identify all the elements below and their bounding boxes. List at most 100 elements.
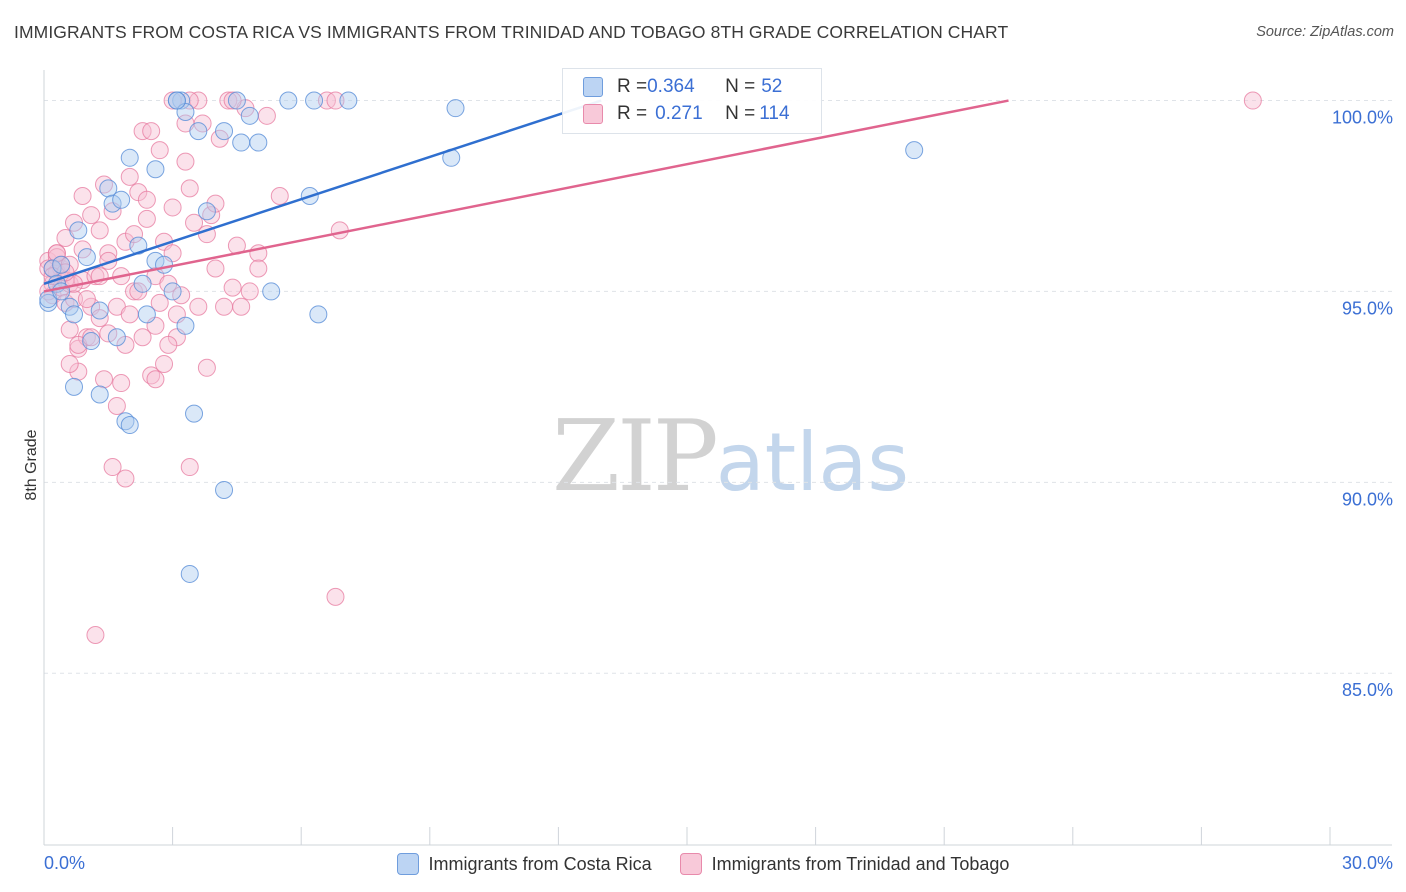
data-point-trinidad [47,244,66,263]
data-point-costa-rica [69,221,88,240]
y-tick-label: 100.0% [1332,108,1393,128]
data-point-costa-rica [309,305,328,324]
data-point-costa-rica [52,255,71,274]
data-point-costa-rica [305,91,324,110]
data-point-trinidad [82,328,101,347]
correlation-legend: R = 0.364 N = 52 R = 0.271 N = 114 [562,68,822,134]
data-point-costa-rica [65,305,84,324]
data-point-costa-rica [155,255,174,274]
data-point-costa-rica [446,99,465,118]
data-point-costa-rica [107,328,126,347]
data-point-trinidad [146,370,165,389]
data-point-costa-rica [215,480,234,499]
data-point-trinidad [163,198,182,217]
data-point-trinidad [232,297,251,316]
data-point-trinidad [197,358,216,377]
data-point-trinidad [223,278,242,297]
data-point-trinidad [90,309,109,328]
data-point-trinidad [159,335,178,354]
legend-row-trinidad: R = 0.271 N = 114 [583,102,790,126]
legend-swatch-blue [583,77,603,97]
data-point-costa-rica [90,385,109,404]
data-point-trinidad [257,106,276,125]
data-point-costa-rica [905,141,924,160]
data-point-trinidad [206,259,225,278]
data-point-trinidad [142,122,161,141]
legend-n-label: N = [725,76,756,97]
data-point-trinidad [120,167,139,186]
legend-row-costa-rica: R = 0.364 N = 52 [583,75,782,99]
chart-source: Source: ZipAtlas.com [1256,24,1394,40]
data-point-costa-rica [77,248,96,267]
data-point-costa-rica [240,106,259,125]
data-point-trinidad [137,190,156,209]
legend-r-label: R = [617,76,648,97]
data-point-trinidad [215,297,234,316]
data-point-costa-rica [176,316,195,335]
data-point-trinidad [107,396,126,415]
watermark-atlas: atlas [715,416,910,509]
data-point-trinidad [90,221,109,240]
data-point-costa-rica [180,564,199,583]
legend-item-trinidad[interactable]: Immigrants from Trinidad and Tobago [679,853,1010,875]
data-point-trinidad [150,141,169,160]
x-tick-label-start: 0.0% [44,853,85,873]
data-point-trinidad [180,179,199,198]
y-tick-label: 95.0% [1342,298,1393,318]
legend-label-costa-rica: Immigrants from Costa Rica [428,853,652,874]
data-point-trinidad [60,354,79,373]
data-point-trinidad [1243,91,1262,110]
data-point-trinidad [270,186,289,205]
data-point-costa-rica [90,301,109,320]
data-point-trinidad [73,186,92,205]
data-point-costa-rica [137,305,156,324]
legend-item-costa-rica[interactable]: Immigrants from Costa Rica [396,853,652,875]
data-point-trinidad [326,91,345,110]
series-legend: Immigrants from Costa Rica Immigrants fr… [0,851,1406,877]
data-point-trinidad [86,626,105,645]
data-point-trinidad [172,286,191,305]
data-point-trinidad [116,469,135,488]
data-point-costa-rica [167,91,186,110]
data-point-costa-rica [82,332,101,351]
data-point-trinidad [82,206,101,225]
data-point-costa-rica [146,160,165,179]
data-point-trinidad [330,221,349,240]
data-point-trinidad [176,152,195,171]
grid-lines [44,100,1392,674]
data-point-costa-rica [215,122,234,141]
data-point-trinidad [120,305,139,324]
data-point-costa-rica [99,179,118,198]
y-tick-label: 90.0% [1342,489,1393,509]
data-point-costa-rica [279,91,298,110]
chart-title: IMMIGRANTS FROM COSTA RICA VS IMMIGRANTS… [14,22,1009,42]
x-tick-label-end: 30.0% [1342,853,1393,873]
legend-r-value: 0.271 [655,103,703,124]
data-point-costa-rica [163,282,182,301]
data-point-costa-rica [112,190,131,209]
trend-line-costa-rica [43,99,602,285]
data-point-trinidad [189,297,208,316]
data-point-costa-rica [197,202,216,221]
data-point-trinidad [223,91,242,110]
data-point-costa-rica [249,133,268,152]
data-point-trinidad [240,282,259,301]
data-point-costa-rica [262,282,281,301]
data-point-costa-rica [189,122,208,141]
data-point-trinidad [185,213,204,232]
data-point-costa-rica [120,416,139,435]
data-point-costa-rica [43,259,62,278]
data-point-costa-rica [129,236,148,255]
data-point-trinidad [133,328,152,347]
data-point-costa-rica [120,148,139,167]
data-point-costa-rica [185,404,204,423]
axes [43,70,1392,846]
data-point-trinidad [125,225,144,244]
data-point-trinidad [77,290,96,309]
data-point-trinidad [112,374,131,393]
data-point-trinidad [155,354,174,373]
legend-label-trinidad: Immigrants from Trinidad and Tobago [711,853,1010,874]
data-point-trinidad [60,320,79,339]
legend-n-value: 52 [761,76,783,97]
